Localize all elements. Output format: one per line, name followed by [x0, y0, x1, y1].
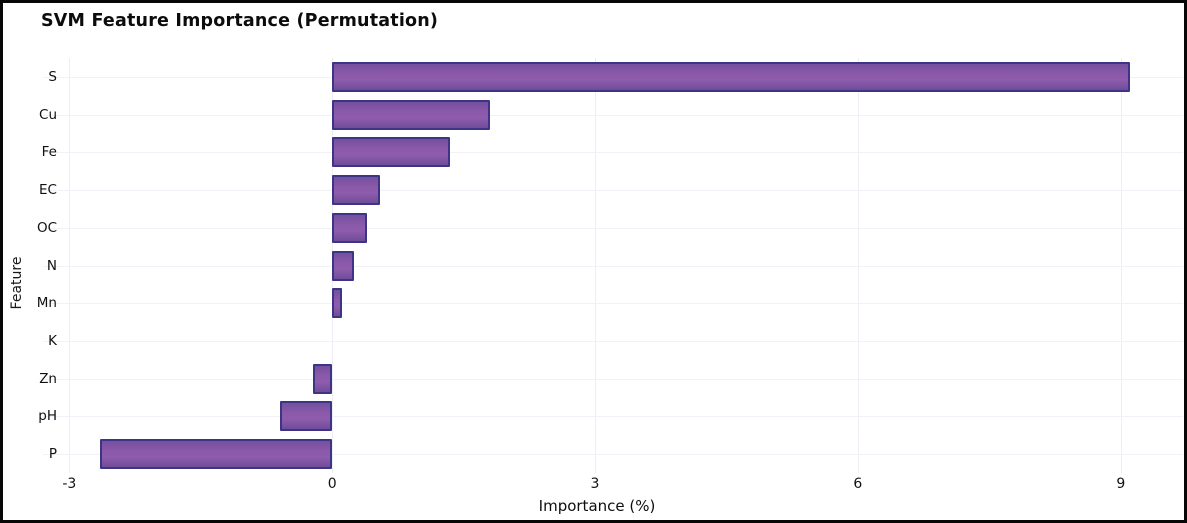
- y-tick-label-S: S: [48, 68, 57, 85]
- y-tick-label-OC: OC: [36, 219, 57, 236]
- y-tick-label-EC: EC: [39, 182, 57, 198]
- x-tick-label-6: 6: [853, 476, 863, 492]
- gridline-horizontal: [43, 190, 1183, 191]
- y-tick-label-Zn: Zn: [39, 370, 57, 387]
- bar-P: [100, 439, 333, 470]
- y-tick-label-K: K: [48, 333, 57, 349]
- x-axis-title: Importance (%): [538, 497, 656, 515]
- gridline-horizontal: [43, 152, 1183, 154]
- x-tick-label-9: 9: [1116, 476, 1126, 492]
- gridline-horizontal: [43, 454, 1183, 456]
- x-tick-label-3: 3: [590, 476, 600, 492]
- y-tick-label-P: P: [48, 446, 57, 463]
- bar-OC: [332, 212, 368, 243]
- gridline-horizontal: [43, 303, 1183, 305]
- x-axis-tick-labels: -3 0 3 6 9: [43, 476, 1183, 496]
- x-tick-label--3: -3: [62, 476, 77, 492]
- gridline-horizontal: [43, 416, 1183, 418]
- x-tick-label-0: 0: [327, 476, 337, 492]
- y-tick-label-pH: pH: [38, 408, 57, 425]
- bar-pH: [279, 401, 333, 432]
- y-tick-label-Fe: Fe: [41, 144, 57, 161]
- bar-Fe: [332, 137, 451, 168]
- y-tick-label-N: N: [46, 257, 57, 274]
- y-tick-label-Mn: Mn: [36, 295, 57, 312]
- y-axis-tick-labels: S Cu Fe EC OC N Mn K Zn pH P: [3, 58, 57, 473]
- gridline-horizontal: [43, 341, 1183, 342]
- bar-N: [332, 250, 355, 281]
- bar-EC: [332, 175, 381, 205]
- y-tick-label-Cu: Cu: [39, 106, 57, 123]
- gridline-horizontal: [43, 114, 1183, 116]
- gridline-horizontal: [43, 227, 1183, 229]
- gridline-horizontal: [43, 378, 1183, 380]
- bar-S: [332, 61, 1130, 92]
- bar-Mn: [332, 288, 342, 319]
- gridline-horizontal: [43, 265, 1183, 267]
- plot-area: [43, 58, 1183, 473]
- bar-Zn: [312, 363, 333, 394]
- chart-title: SVM Feature Importance (Permutation): [41, 11, 439, 31]
- bar-Cu: [332, 99, 490, 130]
